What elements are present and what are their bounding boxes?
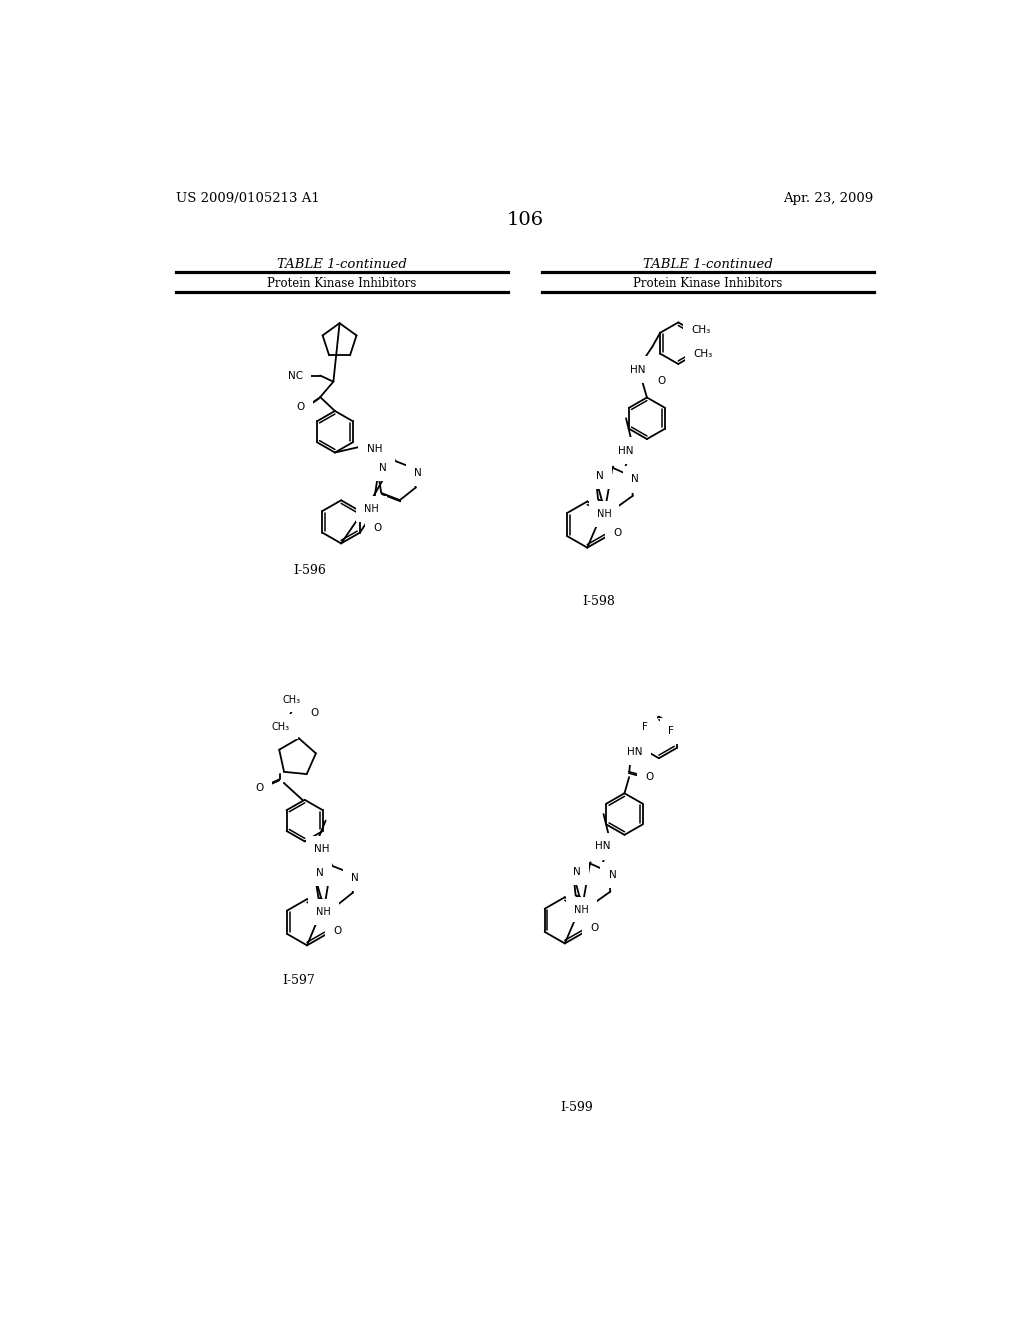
Text: O: O	[333, 925, 341, 936]
Text: I-596: I-596	[294, 564, 327, 577]
Text: CH₃: CH₃	[691, 326, 711, 335]
Text: HN: HN	[617, 446, 633, 455]
Text: O: O	[657, 376, 666, 387]
Text: O: O	[591, 924, 599, 933]
Text: TABLE 1-continued: TABLE 1-continued	[643, 259, 773, 271]
Text: N: N	[414, 469, 422, 478]
Text: N: N	[596, 471, 603, 480]
Text: Apr. 23, 2009: Apr. 23, 2009	[783, 191, 873, 205]
Text: N: N	[573, 867, 581, 876]
Text: CH₃: CH₃	[271, 722, 290, 731]
Text: I-599: I-599	[560, 1101, 593, 1114]
Text: Protein Kinase Inhibitors: Protein Kinase Inhibitors	[633, 277, 782, 290]
Text: NH: NH	[316, 907, 331, 917]
Text: I-597: I-597	[283, 974, 314, 987]
Text: US 2009/0105213 A1: US 2009/0105213 A1	[176, 191, 319, 205]
Text: Protein Kinase Inhibitors: Protein Kinase Inhibitors	[267, 277, 417, 290]
Text: 106: 106	[506, 211, 544, 228]
Text: CH₃: CH₃	[693, 348, 713, 359]
Text: F: F	[668, 726, 674, 735]
Text: N: N	[316, 867, 324, 878]
Text: NH: NH	[364, 504, 379, 513]
Text: O: O	[373, 524, 381, 533]
Text: O: O	[310, 708, 318, 718]
Text: N: N	[608, 870, 616, 880]
Text: N: N	[379, 463, 387, 473]
Text: NH: NH	[574, 904, 589, 915]
Text: NH: NH	[314, 843, 330, 854]
Text: HN: HN	[595, 841, 610, 851]
Text: N: N	[351, 873, 359, 883]
Text: HN: HN	[630, 364, 645, 375]
Text: NH: NH	[597, 510, 611, 519]
Text: O: O	[296, 403, 304, 412]
Text: O: O	[645, 772, 653, 781]
Text: O: O	[256, 783, 264, 793]
Text: NH: NH	[367, 445, 382, 454]
Text: TABLE 1-continued: TABLE 1-continued	[276, 259, 407, 271]
Text: O: O	[613, 528, 622, 537]
Text: HN: HN	[627, 747, 642, 756]
Text: NC: NC	[288, 371, 303, 380]
Text: CH₃: CH₃	[283, 694, 301, 705]
Text: F: F	[642, 722, 648, 733]
Text: N: N	[631, 474, 639, 484]
Text: I-598: I-598	[583, 594, 615, 607]
